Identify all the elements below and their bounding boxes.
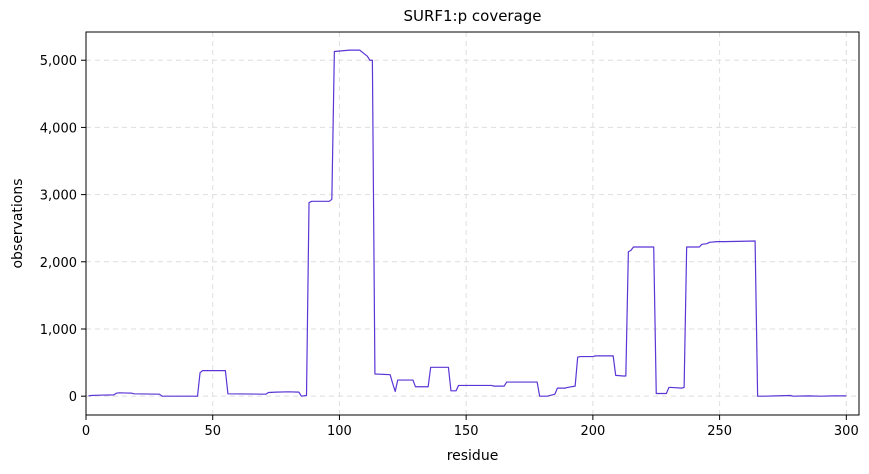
x-tick-label: 50 xyxy=(204,424,221,439)
y-tick-label: 4,000 xyxy=(40,121,77,136)
x-tick-label: 0 xyxy=(82,424,90,439)
x-tick-label: 100 xyxy=(327,424,352,439)
y-axis-label: observations xyxy=(10,178,26,268)
y-tick-label: 3,000 xyxy=(40,189,77,204)
axis-ticks: 0 50 100 150 200 250 300 0 1,000 2,000 3,000 4,000 5… xyxy=(40,54,859,439)
coverage-line xyxy=(88,49,847,397)
x-tick-label: 250 xyxy=(707,424,732,439)
x-axis-label: residue xyxy=(447,448,499,464)
chart-title: SURF1:p coverage xyxy=(403,7,541,25)
plot-frame xyxy=(85,31,860,416)
series-layer xyxy=(88,49,847,397)
y-tick-label: 2,000 xyxy=(40,256,77,271)
y-tick-label: 1,000 xyxy=(40,323,77,338)
grid-lines xyxy=(85,32,859,415)
x-tick-label: 200 xyxy=(580,424,605,439)
x-tick-label: 300 xyxy=(834,424,859,439)
y-tick-label: 0 xyxy=(69,390,77,405)
x-tick-label: 150 xyxy=(454,424,479,439)
y-tick-label: 5,000 xyxy=(40,54,77,69)
